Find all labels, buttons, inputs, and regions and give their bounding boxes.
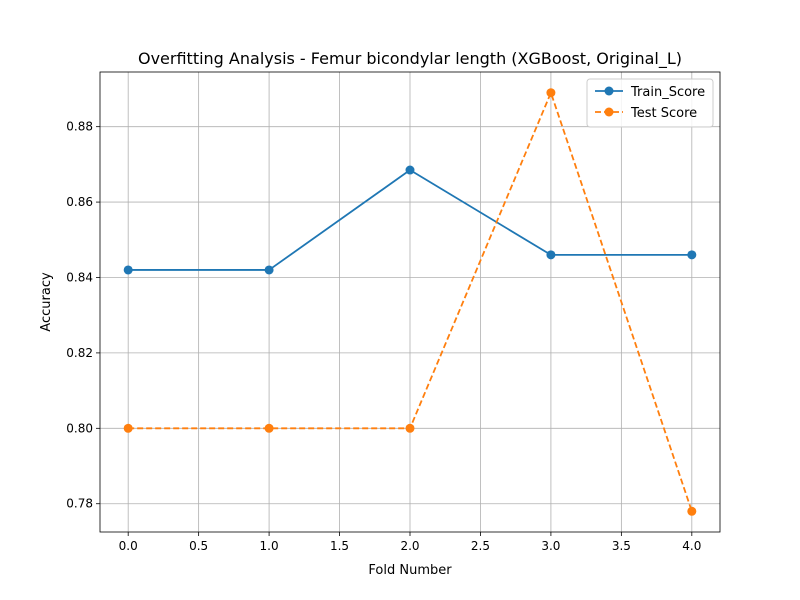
x-tick-label: 1.5 xyxy=(330,539,349,553)
x-tick-label: 2.0 xyxy=(400,539,419,553)
series-test-point xyxy=(687,506,697,516)
y-tick-label: 0.88 xyxy=(66,120,93,134)
y-tick-label: 0.82 xyxy=(66,346,93,360)
series-layer xyxy=(123,88,697,516)
series-train-point xyxy=(687,250,697,260)
series-train-point xyxy=(123,265,133,275)
legend-test-marker xyxy=(604,107,614,117)
legend: Train_Score Test Score xyxy=(586,78,714,128)
series-test-point xyxy=(264,423,274,433)
x-tick-label: 3.5 xyxy=(612,539,631,553)
x-tick-label: 3.0 xyxy=(541,539,560,553)
legend-train-label: Train_Score xyxy=(630,85,705,100)
series-train-point xyxy=(264,265,274,275)
x-tick-label: 1.0 xyxy=(260,539,279,553)
legend-test-label: Test Score xyxy=(630,106,697,121)
x-axis: 0.0 0.5 1.0 1.5 2.0 2.5 3.0 3.5 4.0 xyxy=(119,532,701,553)
series-test-point xyxy=(546,88,556,98)
legend-train-marker xyxy=(604,86,614,96)
y-axis: 0.78 0.80 0.82 0.84 0.86 0.88 xyxy=(66,120,100,511)
series-train-point xyxy=(546,250,556,260)
y-tick-label: 0.78 xyxy=(66,497,93,511)
y-tick-label: 0.86 xyxy=(66,195,93,209)
series-test-point xyxy=(405,423,415,433)
y-tick-label: 0.84 xyxy=(66,270,93,284)
y-axis-label: Accuracy xyxy=(39,272,54,332)
x-tick-label: 2.5 xyxy=(471,539,490,553)
x-tick-label: 0.5 xyxy=(189,539,208,553)
chart-title: Overfitting Analysis - Femur bicondylar … xyxy=(138,49,682,69)
series-train-point xyxy=(405,165,415,175)
series-test-point xyxy=(123,423,133,433)
x-tick-label: 4.0 xyxy=(682,539,701,553)
y-tick-label: 0.80 xyxy=(66,421,93,435)
x-axis-label: Fold Number xyxy=(368,563,452,578)
x-tick-label: 0.0 xyxy=(119,539,138,553)
